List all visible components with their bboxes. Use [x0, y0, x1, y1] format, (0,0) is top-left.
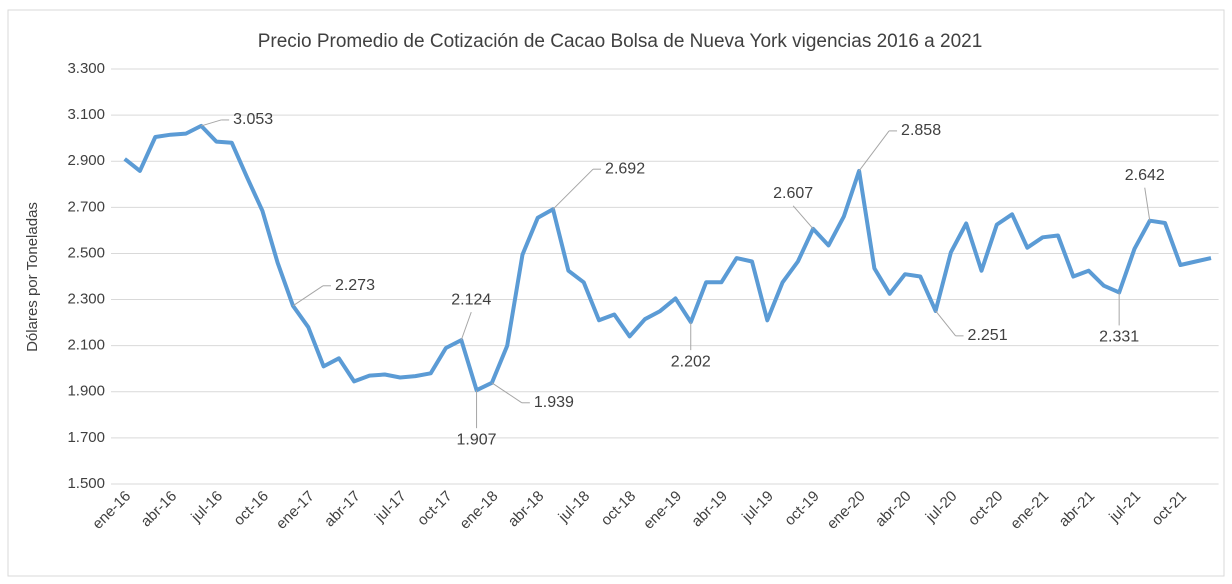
y-tick-label: 2.300: [67, 291, 105, 308]
data-label: 2.858: [901, 122, 941, 139]
leader-line: [292, 285, 324, 307]
data-label: 2.331: [1099, 329, 1139, 346]
leader-line: [858, 130, 890, 172]
data-label: 2.607: [773, 185, 813, 202]
data-label: 3.053: [233, 111, 273, 128]
leader-line: [792, 205, 814, 230]
line: [123, 123, 1212, 393]
y-tick-label: 2.100: [67, 337, 105, 354]
y-axis-label: Dólares por Toneladas: [24, 202, 41, 352]
y-tick-label: 1.900: [67, 383, 105, 400]
leader-line: [935, 310, 956, 337]
leader-line: [491, 382, 523, 404]
leader-line: [201, 119, 222, 127]
leader-line: [460, 311, 472, 341]
data-label: 2.273: [335, 277, 375, 294]
data-label: 2.124: [451, 291, 491, 308]
leader-line: [1144, 187, 1151, 221]
data-label: 2.251: [968, 327, 1008, 344]
data-label: 2.692: [605, 160, 645, 177]
chart-title: Precio Promedio de Cotización de Cacao B…: [258, 31, 983, 52]
data-label: 2.642: [1125, 167, 1165, 184]
y-tick-label: 2.900: [67, 152, 105, 169]
y-tick-label: 1.500: [67, 475, 105, 492]
data-label: 2.202: [671, 353, 711, 370]
chart-border: [7, 9, 1225, 577]
y-tick-label: 1.700: [67, 429, 105, 446]
y-tick-label: 2.500: [67, 244, 105, 261]
data-label: 1.939: [534, 394, 574, 411]
data-label: 1.907: [457, 431, 497, 448]
leader-line: [552, 168, 594, 210]
y-tick-label: 2.700: [67, 198, 105, 215]
y-tick-label: 3.100: [67, 106, 105, 123]
y-tick-label: 3.300: [67, 60, 105, 77]
